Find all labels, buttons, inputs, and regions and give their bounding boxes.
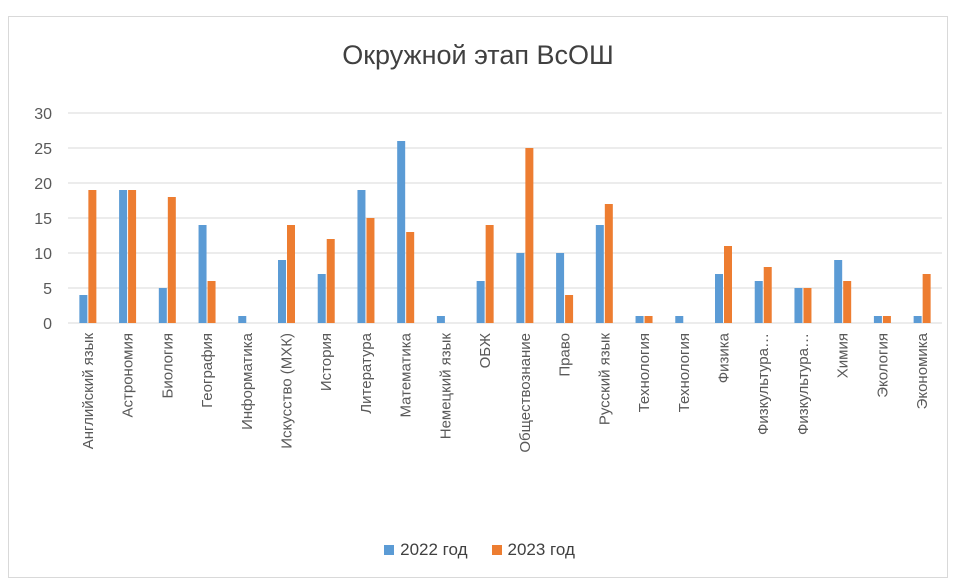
bar-2022 — [635, 316, 644, 323]
bar-2022 — [873, 316, 882, 323]
bar-2023 — [207, 281, 216, 323]
legend-label-2023: 2023 год — [507, 540, 575, 559]
bar-2023 — [128, 190, 137, 323]
bar-2023 — [565, 295, 574, 323]
bar-2022 — [357, 190, 366, 323]
y-tick-label: 5 — [43, 281, 52, 298]
x-tick-label: Право — [557, 333, 574, 377]
bar-2023 — [406, 232, 415, 323]
x-tick-label: ОБЖ — [477, 333, 494, 369]
chart-title: Окружной этап ВсОШ — [342, 40, 614, 70]
legend-item-2023: 2023 год — [491, 540, 575, 560]
x-tick-label: География — [199, 333, 216, 408]
x-tick-label: Технология — [636, 333, 653, 412]
bar-2022 — [794, 288, 803, 323]
x-tick-label: Физика — [716, 332, 733, 383]
bar-2022 — [317, 274, 326, 323]
y-tick-label: 0 — [43, 316, 52, 333]
x-tick-label: Астрономия — [120, 333, 137, 418]
bar-2023 — [88, 190, 97, 323]
bar-2022 — [79, 295, 88, 323]
bar-2022 — [715, 274, 723, 323]
bar-2023 — [882, 316, 891, 323]
bar-2023 — [167, 197, 176, 323]
bar-2022 — [556, 253, 565, 323]
legend-item-2022: 2022 год — [384, 540, 468, 560]
y-tick-label: 25 — [34, 141, 52, 158]
y-tick-label: 30 — [34, 106, 52, 123]
x-tick-label: Литература — [358, 332, 375, 413]
bar-2023 — [644, 316, 653, 323]
bar-2022 — [834, 260, 843, 323]
x-tick-label: Информатика — [239, 332, 256, 430]
bar-2023 — [366, 218, 375, 323]
bar-2023 — [287, 225, 295, 323]
bar-2022 — [158, 288, 167, 323]
x-tick-label: История — [318, 333, 335, 391]
legend-label-2022: 2022 год — [400, 540, 468, 559]
bar-2023 — [724, 246, 732, 323]
legend-swatch-2023 — [491, 545, 502, 555]
bar-2023 — [604, 204, 613, 323]
bar-2022 — [675, 316, 684, 323]
bar-2023 — [525, 148, 534, 323]
chart-legend: 2022 год 2023 год — [0, 540, 959, 560]
bar-2023 — [803, 288, 812, 323]
bar-2023 — [485, 225, 494, 323]
bar-2022 — [913, 316, 922, 323]
x-tick-label: Физкультура… — [795, 333, 812, 435]
x-tick-label: Технология — [676, 333, 693, 412]
bar-2023 — [922, 274, 931, 323]
y-tick-label: 15 — [34, 211, 52, 228]
y-tick-label: 10 — [34, 246, 52, 263]
x-tick-label: Искусство (МХК) — [279, 333, 296, 449]
bar-2023 — [843, 281, 852, 323]
x-tick-label: Немецкий язык — [437, 333, 454, 440]
y-tick-label: 20 — [34, 176, 52, 193]
x-tick-label: Химия — [835, 333, 852, 378]
x-tick-label: Обществознание — [517, 333, 534, 453]
bar-2022 — [397, 141, 406, 323]
x-tick-label: Физкультура… — [755, 333, 772, 435]
x-tick-label: Экология — [874, 333, 891, 398]
bar-2022 — [238, 316, 247, 323]
x-tick-label: Английский язык — [80, 333, 97, 450]
bar-2022 — [119, 190, 128, 323]
bar-2023 — [326, 239, 335, 323]
x-tick-label: Экономика — [914, 332, 931, 409]
legend-swatch-2022 — [384, 545, 395, 555]
x-tick-label: Математика — [398, 332, 415, 417]
bar-2022 — [595, 225, 604, 323]
x-tick-label: Русский язык — [596, 333, 613, 426]
bar-2022 — [198, 225, 207, 323]
bar-2023 — [763, 267, 772, 323]
x-tick-label: Биология — [159, 333, 176, 398]
bar-2022 — [278, 260, 286, 323]
bar-2022 — [516, 253, 525, 323]
bar-2022 — [476, 281, 485, 323]
bar-2022 — [436, 316, 445, 323]
bar-2022 — [754, 281, 763, 323]
